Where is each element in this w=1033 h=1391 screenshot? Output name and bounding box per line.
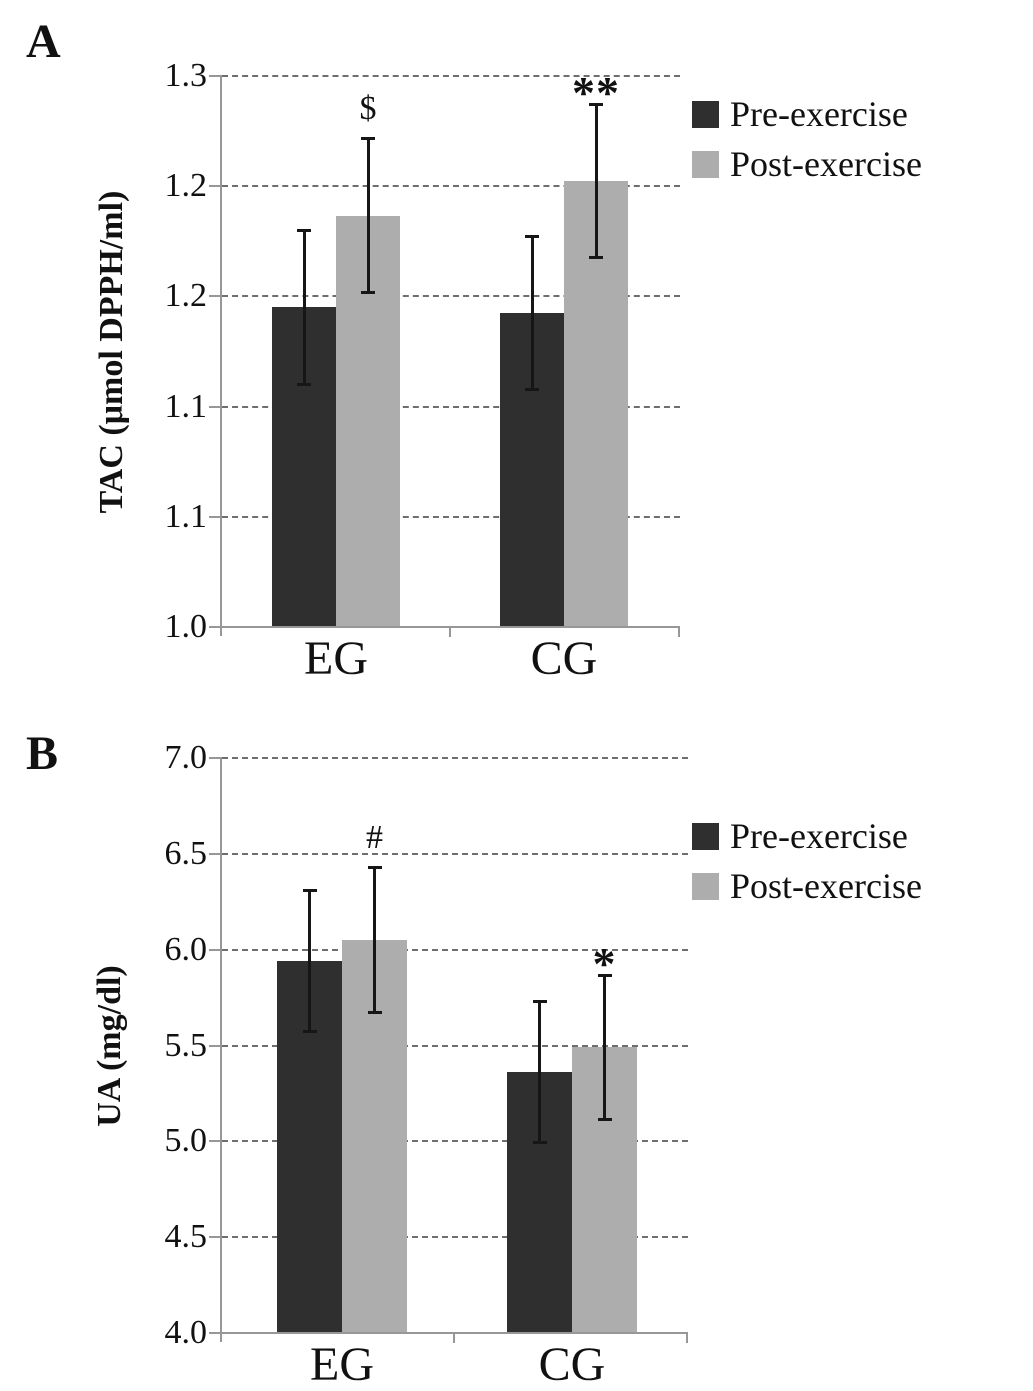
panel-a-y-axis-title: TAC (μmol DPPH/ml) xyxy=(93,190,130,514)
pre-exercise-swatch-icon xyxy=(692,100,719,128)
error-bar-cap-bottom xyxy=(361,290,375,294)
error-bar-cg-post-exercise xyxy=(594,103,598,258)
error-bar-cap-top xyxy=(525,234,539,238)
post-exercise-swatch-icon xyxy=(692,150,719,178)
y-axis-line xyxy=(220,758,222,1342)
legend-label-pre-exercise: Pre-exercise xyxy=(730,816,908,856)
x-category-label: EG xyxy=(310,1338,374,1391)
legend-label-pre-exercise: Pre-exercise xyxy=(730,94,908,134)
x-axis-tick xyxy=(453,1334,455,1343)
y-axis-line xyxy=(220,76,222,636)
y-tick-label: 5.5 xyxy=(164,1026,208,1064)
gridline xyxy=(222,75,680,77)
legend-item-post-exercise: Post-exercise xyxy=(692,864,922,908)
error-bar-cap-bottom xyxy=(302,1030,317,1034)
error-bar-cap-bottom xyxy=(525,388,539,392)
panel-a: A TAC (μmol DPPH/ml) $ ** EG CG Pre-exercis… xyxy=(26,15,922,683)
x-axis-tick xyxy=(686,1334,688,1343)
significance-marker: # xyxy=(366,819,383,857)
panel-a-plot-area: $ ** EG CG xyxy=(220,69,680,683)
y-axis-tick xyxy=(209,405,222,408)
gridline xyxy=(222,852,688,855)
error-bar-eg-pre-exercise xyxy=(302,230,306,385)
panel-b-letter: B xyxy=(26,727,59,780)
x-axis-tick xyxy=(449,628,451,637)
significance-marker: * xyxy=(592,937,617,989)
significance-marker: $ xyxy=(359,90,377,128)
y-axis-tick xyxy=(209,1332,222,1334)
x-axis-line xyxy=(222,626,680,628)
error-bar-cap-top xyxy=(367,866,382,870)
gridline xyxy=(222,405,680,408)
y-tick-label: 1.3 xyxy=(164,57,208,94)
error-bar-cap-bottom xyxy=(532,1141,547,1145)
y-axis-tick xyxy=(209,1140,222,1143)
error-bar-eg-post-exercise xyxy=(366,138,370,293)
y-tick-label: 6.0 xyxy=(164,930,208,968)
error-bar-cap-bottom xyxy=(589,255,603,259)
y-axis-tick xyxy=(209,1044,222,1047)
legend-label-post-exercise: Post-exercise xyxy=(730,866,922,906)
panel-a-legend: Pre-exercise Post-exercise xyxy=(692,92,922,192)
gridline xyxy=(222,948,688,951)
error-bar-cap-bottom xyxy=(297,382,311,386)
error-bar-cg-pre-exercise xyxy=(538,1001,541,1144)
y-axis-tick xyxy=(209,75,222,77)
y-tick-label: 6.5 xyxy=(164,834,208,872)
panel-b-legend: Pre-exercise Post-exercise xyxy=(692,814,922,914)
error-bar-cap-top xyxy=(297,229,311,233)
panel-b-plot-area: # * EG CG xyxy=(220,757,688,1389)
y-tick-label: 1.2 xyxy=(164,277,208,315)
legend-item-post-exercise: Post-exercise xyxy=(692,142,922,186)
error-bar-cap-top xyxy=(361,137,375,141)
y-axis-tick xyxy=(209,757,222,759)
error-bar-cap-top xyxy=(589,102,603,106)
gridline xyxy=(222,515,680,518)
error-bar-cap-bottom xyxy=(367,1010,382,1014)
y-axis-tick xyxy=(209,626,222,628)
error-bar-eg-post-exercise xyxy=(373,867,376,1013)
error-bar-cg-post-exercise xyxy=(603,974,606,1121)
y-tick-label: 1.1 xyxy=(164,497,208,535)
significance-marker: ** xyxy=(572,66,620,118)
y-axis-tick xyxy=(209,1236,222,1239)
error-bar-cap-bottom xyxy=(597,1118,612,1122)
error-bar-cap-top xyxy=(532,1000,547,1004)
legend-label-post-exercise: Post-exercise xyxy=(730,144,922,184)
gridline xyxy=(222,295,680,298)
gridline xyxy=(222,185,680,188)
y-tick-label: 4.5 xyxy=(164,1218,208,1256)
x-axis-line xyxy=(222,1332,688,1334)
y-tick-label: 1.1 xyxy=(164,387,208,425)
y-axis-tick xyxy=(209,185,222,188)
panel-a-letter: A xyxy=(26,15,61,68)
legend-item-pre-exercise: Pre-exercise xyxy=(692,92,922,136)
pre-exercise-swatch-icon xyxy=(692,822,719,850)
legend-item-pre-exercise: Pre-exercise xyxy=(692,814,922,858)
y-tick-label: 4.0 xyxy=(164,1314,208,1351)
y-tick-label: 1.2 xyxy=(164,167,208,205)
x-axis-tick xyxy=(678,628,680,637)
gridline xyxy=(222,1236,688,1239)
x-category-label: EG xyxy=(304,632,368,685)
y-tick-label: 1.0 xyxy=(164,608,208,645)
gridline xyxy=(222,1044,688,1047)
post-exercise-swatch-icon xyxy=(692,872,719,900)
y-tick-label: 7.0 xyxy=(164,739,208,776)
gridline xyxy=(222,1140,688,1143)
error-bar-cap-top xyxy=(302,889,317,893)
panel-b: B UA (mg/dl) # * EG CG Pre-exercise Post-ex… xyxy=(0,700,1033,1391)
error-bar-cap-top xyxy=(597,973,612,977)
y-tick-label: 5.0 xyxy=(164,1122,208,1160)
x-category-label: CG xyxy=(530,632,598,685)
error-bar-cg-pre-exercise xyxy=(530,235,534,391)
y-axis-tick xyxy=(209,852,222,855)
y-axis-tick xyxy=(209,515,222,518)
y-axis-tick xyxy=(209,295,222,298)
y-axis-tick xyxy=(209,948,222,951)
gridline xyxy=(222,757,688,759)
x-category-label: CG xyxy=(538,1338,606,1391)
error-bar-eg-pre-exercise xyxy=(308,890,311,1033)
